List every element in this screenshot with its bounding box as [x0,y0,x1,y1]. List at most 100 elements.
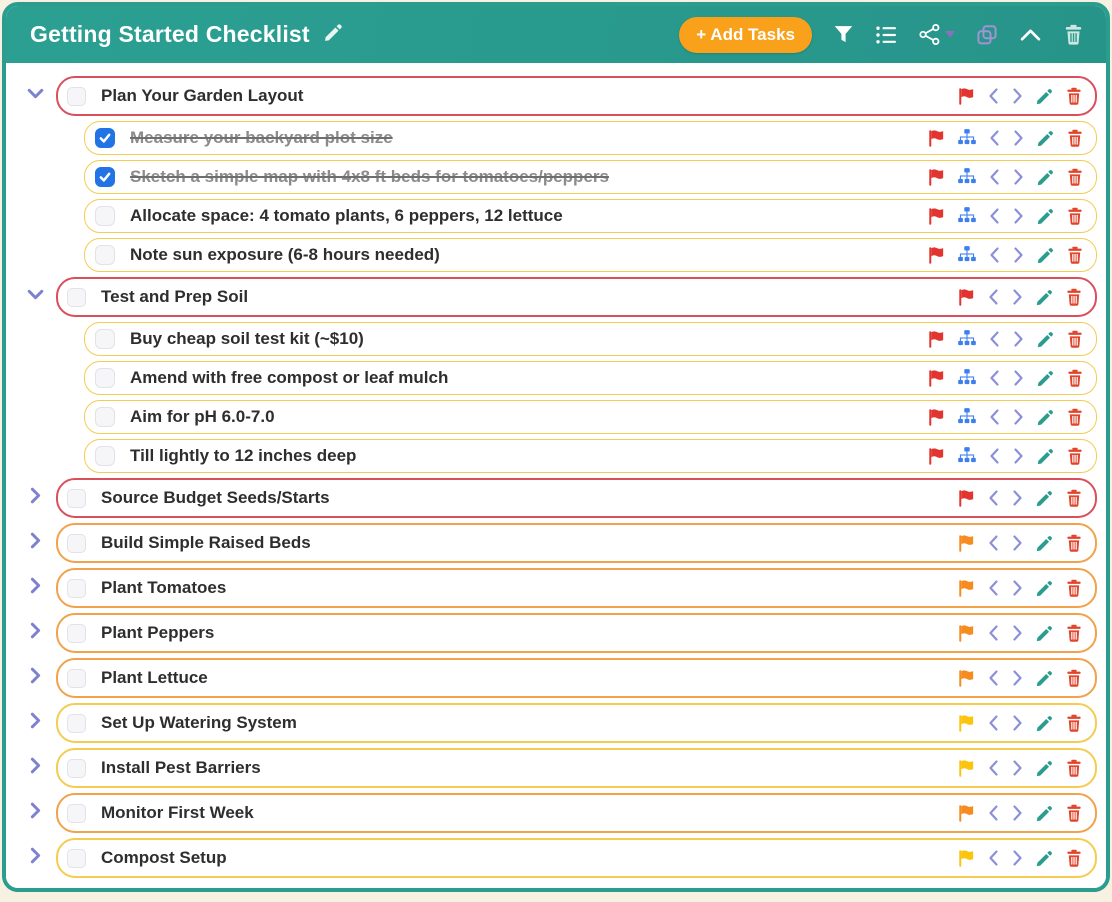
edit-task-icon[interactable] [1035,849,1054,868]
task-checkbox[interactable] [67,668,86,688]
chevron-left-icon[interactable] [988,129,1001,147]
edit-task-icon[interactable] [1036,369,1055,388]
sitemap-icon[interactable] [957,407,977,427]
expand-toggle[interactable] [15,800,56,826]
chevron-right-icon[interactable] [1012,168,1025,186]
expand-toggle[interactable] [15,845,56,871]
delete-task-icon[interactable] [1066,168,1084,187]
chevron-left-icon[interactable] [988,330,1001,348]
delete-task-icon[interactable] [1065,534,1083,553]
flag-icon[interactable] [957,288,976,307]
chevron-right-icon[interactable] [1012,129,1025,147]
edit-task-icon[interactable] [1036,408,1055,427]
delete-task-icon[interactable] [1065,759,1083,778]
edit-task-icon[interactable] [1036,447,1055,466]
chevron-left-icon[interactable] [988,408,1001,426]
task-checkbox[interactable] [95,446,115,466]
task-checkbox[interactable] [67,287,86,307]
delete-task-icon[interactable] [1065,288,1083,307]
task-checkbox[interactable] [67,488,86,508]
chevron-left-icon[interactable] [987,288,1000,306]
flag-icon[interactable] [957,489,976,508]
copy-button[interactable] [976,24,998,46]
flag-icon[interactable] [927,168,946,187]
flag-icon[interactable] [927,447,946,466]
add-tasks-button[interactable]: + Add Tasks [679,16,812,53]
chevron-left-icon[interactable] [988,168,1001,186]
flag-icon[interactable] [927,330,946,349]
chevron-right-icon[interactable] [1011,579,1024,597]
delete-task-icon[interactable] [1065,849,1083,868]
delete-task-icon[interactable] [1065,669,1083,688]
flag-icon[interactable] [957,804,976,823]
edit-task-icon[interactable] [1035,804,1054,823]
edit-task-icon[interactable] [1035,669,1054,688]
edit-task-icon[interactable] [1035,534,1054,553]
delete-checklist-button[interactable] [1063,24,1084,46]
delete-task-icon[interactable] [1065,87,1083,106]
task-checkbox[interactable] [67,86,86,106]
edit-task-icon[interactable] [1036,246,1055,265]
edit-title-button[interactable] [323,22,344,48]
chevron-left-icon[interactable] [987,849,1000,867]
delete-task-icon[interactable] [1065,624,1083,643]
edit-task-icon[interactable] [1035,759,1054,778]
task-checkbox[interactable] [67,533,86,553]
expand-toggle[interactable] [15,620,56,646]
sitemap-icon[interactable] [957,167,977,187]
flag-icon[interactable] [927,246,946,265]
list-view-button[interactable] [875,24,897,46]
expand-toggle[interactable] [15,710,56,736]
task-checkbox[interactable] [95,206,115,226]
chevron-right-icon[interactable] [1012,207,1025,225]
edit-task-icon[interactable] [1035,288,1054,307]
filter-button[interactable] [833,24,854,45]
task-checkbox[interactable] [67,713,86,733]
edit-task-icon[interactable] [1036,129,1055,148]
sitemap-icon[interactable] [957,329,977,349]
chevron-right-icon[interactable] [1012,447,1025,465]
task-checkbox[interactable] [67,803,86,823]
flag-icon[interactable] [957,849,976,868]
edit-task-icon[interactable] [1036,207,1055,226]
delete-task-icon[interactable] [1065,714,1083,733]
chevron-right-icon[interactable] [1012,369,1025,387]
delete-task-icon[interactable] [1066,129,1084,148]
flag-icon[interactable] [957,87,976,106]
task-checkbox[interactable] [67,623,86,643]
chevron-left-icon[interactable] [988,369,1001,387]
expand-toggle[interactable] [15,665,56,691]
edit-task-icon[interactable] [1035,579,1054,598]
flag-icon[interactable] [957,624,976,643]
chevron-left-icon[interactable] [988,246,1001,264]
delete-task-icon[interactable] [1065,804,1083,823]
delete-task-icon[interactable] [1066,447,1084,466]
chevron-right-icon[interactable] [1011,489,1024,507]
chevron-left-icon[interactable] [988,207,1001,225]
chevron-left-icon[interactable] [987,624,1000,642]
chevron-right-icon[interactable] [1012,408,1025,426]
task-checkbox[interactable] [95,245,115,265]
chevron-right-icon[interactable] [1011,87,1024,105]
chevron-right-icon[interactable] [1012,246,1025,264]
chevron-right-icon[interactable] [1012,330,1025,348]
chevron-right-icon[interactable] [1011,804,1024,822]
expand-toggle[interactable] [15,755,56,781]
chevron-right-icon[interactable] [1011,288,1024,306]
flag-icon[interactable] [927,408,946,427]
chevron-right-icon[interactable] [1011,759,1024,777]
flag-icon[interactable] [957,669,976,688]
flag-icon[interactable] [927,369,946,388]
delete-task-icon[interactable] [1065,489,1083,508]
chevron-right-icon[interactable] [1011,669,1024,687]
task-checkbox[interactable] [95,329,115,349]
task-checkbox[interactable] [95,368,115,388]
sitemap-icon[interactable] [957,206,977,226]
collapse-all-button[interactable] [1019,27,1042,42]
chevron-left-icon[interactable] [987,714,1000,732]
expand-toggle[interactable] [15,284,56,310]
delete-task-icon[interactable] [1066,369,1084,388]
sitemap-icon[interactable] [957,446,977,466]
chevron-left-icon[interactable] [987,759,1000,777]
edit-task-icon[interactable] [1035,624,1054,643]
